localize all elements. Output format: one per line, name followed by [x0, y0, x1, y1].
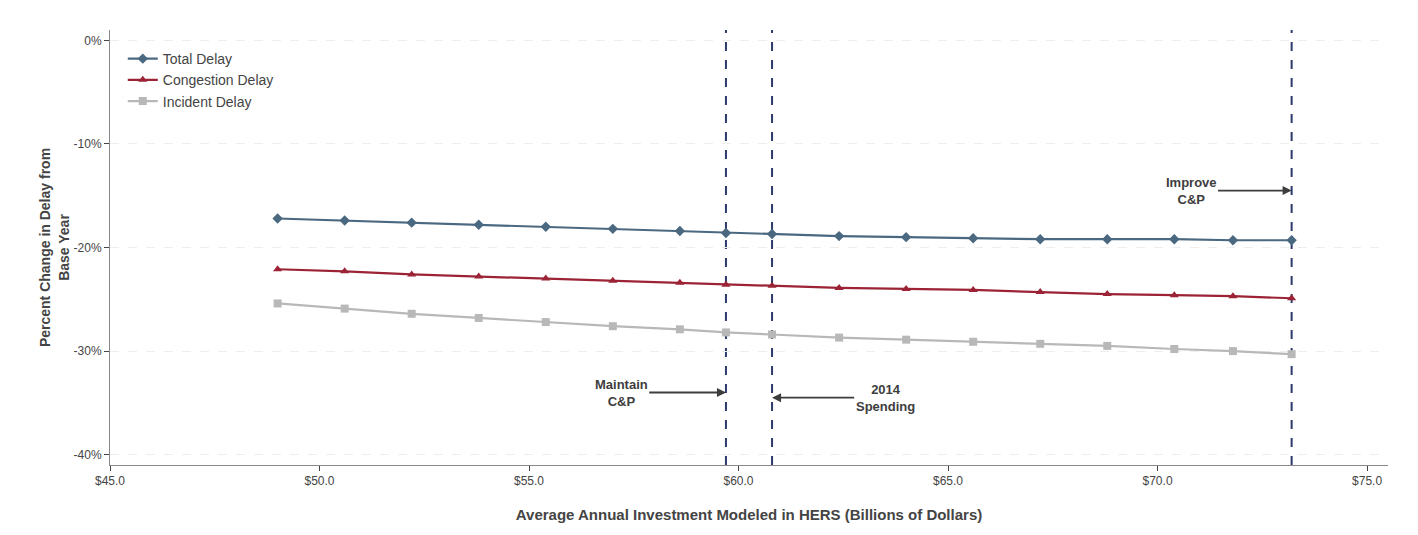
svg-text:$45.0: $45.0 [95, 474, 125, 488]
svg-text:Congestion Delay: Congestion Delay [163, 72, 274, 88]
svg-text:-20%: -20% [74, 241, 102, 255]
svg-text:-40%: -40% [74, 448, 102, 462]
svg-text:$70.0: $70.0 [1143, 474, 1173, 488]
svg-text:Total Delay: Total Delay [163, 51, 232, 67]
svg-text:$65.0: $65.0 [933, 474, 963, 488]
svg-text:Percent Change in Delay fromBa: Percent Change in Delay fromBase Year [37, 148, 71, 347]
svg-text:$75.0: $75.0 [1352, 474, 1382, 488]
svg-text:Incident Delay: Incident Delay [163, 94, 252, 110]
svg-text:$50.0: $50.0 [304, 474, 334, 488]
svg-text:$60.0: $60.0 [724, 474, 754, 488]
svg-text:$55.0: $55.0 [514, 474, 544, 488]
svg-text:ImproveC&P: ImproveC&P [1166, 175, 1217, 207]
svg-text:Average Annual Investment Mode: Average Annual Investment Modeled in HER… [516, 506, 982, 523]
svg-text:2014Spending: 2014Spending [856, 382, 915, 414]
svg-text:0%: 0% [84, 34, 102, 48]
svg-text:-30%: -30% [74, 344, 102, 358]
svg-text:MaintainC&P: MaintainC&P [595, 377, 648, 409]
svg-text:-10%: -10% [74, 137, 102, 151]
